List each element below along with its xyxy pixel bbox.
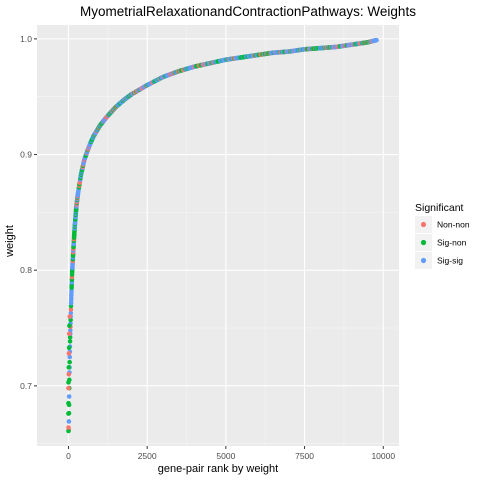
y-tick-label: 0.8 [20,265,32,275]
data-point [66,345,72,350]
data-point [66,371,72,377]
y-tick-label: 0.7 [20,381,32,391]
data-point [68,307,74,312]
data-point [67,339,73,344]
data-points [66,37,379,434]
data-point [66,365,72,370]
data-point [67,334,73,340]
data-point [68,317,73,323]
data-point [67,359,72,365]
legend-label: Sig-sig [437,256,463,266]
y-axis: 0.7 0.8 0.9 1.0 [20,34,37,391]
data-point [68,328,73,333]
x-tick-label: 7500 [295,451,314,461]
x-axis-label: gene-pair rank by weight [158,463,278,475]
data-point [66,425,71,430]
data-point [374,37,379,43]
data-point [66,331,72,337]
legend: Significant Non-non Sig-non Sig-sig [415,202,470,269]
legend-title: Significant [415,202,464,214]
plot-panel [37,25,399,446]
major-gridlines [37,25,399,446]
chart-title: MyometrialRelaxationandContractionPathwa… [80,4,416,19]
y-tick-label: 1.0 [20,34,32,44]
data-point [66,419,72,424]
x-tick-label: 5000 [216,451,235,461]
legend-swatch [420,221,427,228]
legend-label: Non-non [437,220,470,230]
data-point [66,411,71,416]
y-axis-label: weight [4,225,16,258]
x-axis: 0 2500 5000 7500 10000 [66,446,395,461]
legend-label: Sig-non [437,238,467,248]
data-point [66,385,71,391]
x-tick-label: 10000 [371,451,395,461]
data-point [67,323,72,329]
legend-swatch [420,239,427,246]
legend-swatch [420,257,427,264]
x-tick-label: 2500 [138,451,157,461]
data-point [66,380,71,385]
x-tick-label: 0 [66,451,71,461]
data-point [67,314,73,319]
data-point [68,310,74,316]
data-point [66,351,72,356]
y-tick-label: 0.9 [20,150,32,160]
data-point [66,428,71,434]
minor-gridlines [37,25,399,446]
data-point [66,394,72,399]
data-point [67,354,73,360]
data-point [66,400,71,406]
